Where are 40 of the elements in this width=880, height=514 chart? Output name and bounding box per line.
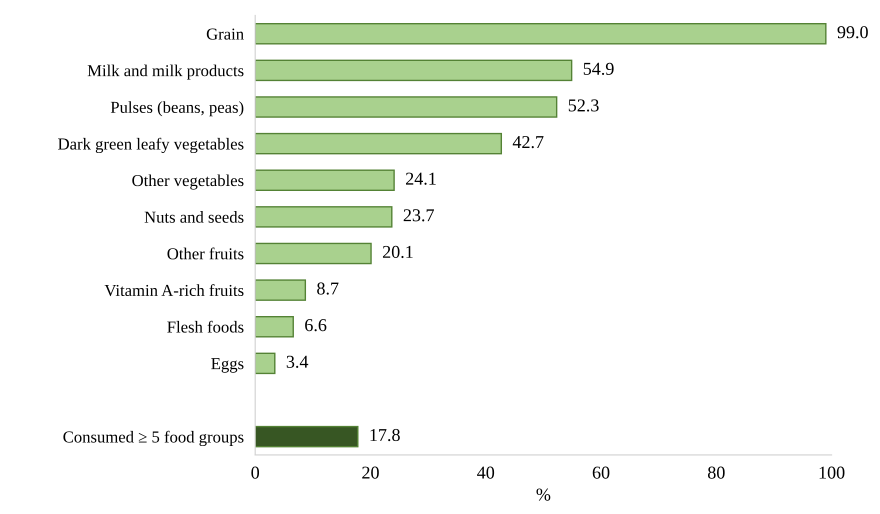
bar (255, 169, 395, 191)
bar (255, 242, 372, 264)
data-label: 23.7 (404, 209, 434, 222)
bar (255, 132, 502, 154)
y-tick-label: Other vegetables (132, 174, 244, 190)
y-tick-label: Grain (206, 28, 244, 40)
y-tick-label: Consumed ≥ 5 food groups (63, 430, 244, 446)
bar (255, 316, 294, 338)
x-tick-label: 100 (820, 466, 844, 479)
bar (255, 22, 827, 44)
x-tick-label: 0 (251, 466, 260, 479)
bar (255, 426, 358, 448)
data-label: 6.6 (305, 319, 326, 332)
x-axis-title: % (536, 488, 550, 501)
data-label: 17.8 (370, 428, 400, 442)
bar (255, 60, 572, 82)
data-label: 42.7 (512, 136, 544, 148)
y-tick-label: Nuts and seeds (144, 211, 244, 223)
x-tick-label: 60 (592, 466, 610, 479)
bar (255, 279, 306, 301)
y-tick-label: Pulses (beans, peas) (110, 101, 244, 116)
data-label: 3.4 (286, 356, 308, 368)
bar (255, 96, 558, 118)
x-tick-label: 40 (477, 466, 494, 479)
data-label: 99.0 (838, 26, 868, 38)
bar (255, 352, 276, 374)
data-label: 8.7 (317, 282, 339, 295)
y-tick-label: Other fruits (167, 248, 244, 260)
data-label: 52.3 (568, 99, 599, 112)
y-tick-label: Eggs (211, 358, 244, 373)
bar (255, 206, 392, 228)
data-label: 24.1 (406, 172, 436, 185)
y-tick-label: Dark green leafy vegetables (58, 138, 244, 154)
y-tick-label: Milk and milk products (88, 64, 244, 80)
data-label: 54.9 (584, 62, 614, 75)
data-label: 20.1 (382, 246, 413, 258)
x-tick-label: 80 (708, 466, 725, 479)
x-tick-label: 20 (362, 466, 379, 479)
y-tick-label: Vitamin A-rich fruits (104, 284, 244, 296)
y-tick-label: Flesh foods (167, 320, 244, 333)
